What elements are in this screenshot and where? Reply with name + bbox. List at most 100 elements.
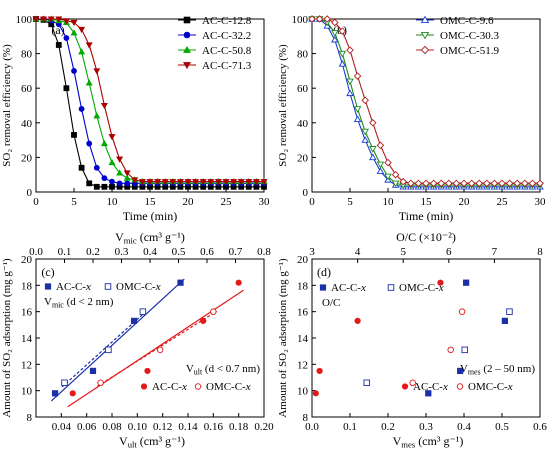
fit-line [61,311,146,388]
data-point [414,179,423,188]
group-label: Vult (d < 0.7 nm) [186,363,260,376]
data-point [124,180,131,187]
legend-marker [387,284,395,291]
x-bottom-tick-label: 0.16 [204,421,224,433]
data-point [55,16,63,23]
x-top-tick-label: 0.4 [143,246,157,258]
data-point [85,42,93,49]
data-point [161,179,169,186]
data-point [513,179,521,188]
data-point [391,170,400,179]
x-bottom-tick-label: 0.3 [419,421,433,433]
data-point [346,78,354,86]
x-top-tick-label: 0.5 [172,246,186,258]
data-point [316,367,323,375]
x-top-tick-label: 0.1 [58,246,72,258]
data-point [498,179,506,188]
y-tick-label: 80 [21,49,33,61]
data-point [86,180,93,187]
x-top-tick-label: 8 [537,246,543,258]
x-bottom-tick-label: 0.10 [128,421,148,433]
data-point [376,167,385,174]
data-point [85,79,93,86]
x-tick-label: 15 [421,196,433,208]
legend-entry: AC-C-x [152,381,187,393]
x-tick-label: 5 [71,196,77,208]
group-label: Vmic (d < 2 nm) [44,296,114,309]
legend-entry: OMC-C-30.3 [440,30,499,42]
legend-marker [420,31,430,40]
data-point [457,367,464,375]
x-tick-label: 15 [145,196,157,208]
x-tick-label: 30 [535,196,547,208]
series-line [36,18,264,183]
data-point [353,106,362,113]
data-point [71,132,77,138]
data-point [338,27,347,35]
x-tick-label: 0 [309,196,315,208]
y-tick-label: 18 [21,280,33,292]
data-point [89,367,97,375]
y-tick-label: 0 [303,187,309,199]
y-axis-label: SO₂ removal efficiency (%) [1,44,13,167]
data-point [501,317,508,324]
data-point [429,179,438,188]
data-point [384,173,392,181]
data-point [437,279,444,286]
data-point [156,346,164,354]
x-bottom-axis-label: Vult (cm³ g⁻¹) [119,434,185,450]
x-top-axis-label: O/C (×10⁻²) [396,230,456,244]
data-point [346,89,354,97]
data-point [108,134,116,141]
data-point [69,390,76,397]
data-point [315,15,324,23]
x-tick-label: 20 [183,196,195,208]
data-point [353,72,362,80]
data-point [458,308,466,315]
legend-top: AC-C-x OMC-C-x O/C [319,282,444,309]
data-point [252,179,260,186]
data-point [376,161,385,169]
data-point [78,106,85,112]
data-point [47,16,55,23]
data-point [338,60,347,67]
data-point [506,308,513,315]
data-point [130,317,138,324]
data-point [154,179,162,186]
series-line [312,18,540,184]
y-tick-label: 14 [297,333,309,345]
group-top [50,278,185,402]
x-top-tick-label: 4 [355,246,361,258]
y-tick-label: 100 [292,14,309,26]
series-OMC-C-30.3 [308,16,544,189]
data-point [177,279,184,286]
data-point [139,308,147,315]
data-point [260,179,268,186]
data-point [222,179,230,186]
x-tick-label: 10 [107,196,119,208]
data-point [354,317,361,324]
data-point [70,19,78,27]
x-top-tick-label: 0.0 [29,246,43,258]
group-bottom [312,279,466,397]
data-point [528,179,537,188]
data-point [100,139,108,147]
legend-entry: AC-C-12.8 [202,15,252,27]
data-point [461,346,469,354]
data-point [123,170,131,177]
y-tick-label: 60 [297,83,309,95]
x-top-tick-label: 3 [309,246,315,258]
data-point [463,279,470,286]
data-point [245,179,253,186]
data-point [235,279,242,286]
data-point [230,179,238,186]
x-bottom-tick-label: 0.04 [52,421,72,433]
series-OMC-C-51.9 [308,15,544,188]
data-point [78,26,86,33]
data-point [108,158,116,166]
legend-entry: OMC-C-51.9 [440,45,499,57]
series-OMC-C-9.6 [308,15,544,190]
x-top-tick-label: 0.7 [229,246,243,258]
